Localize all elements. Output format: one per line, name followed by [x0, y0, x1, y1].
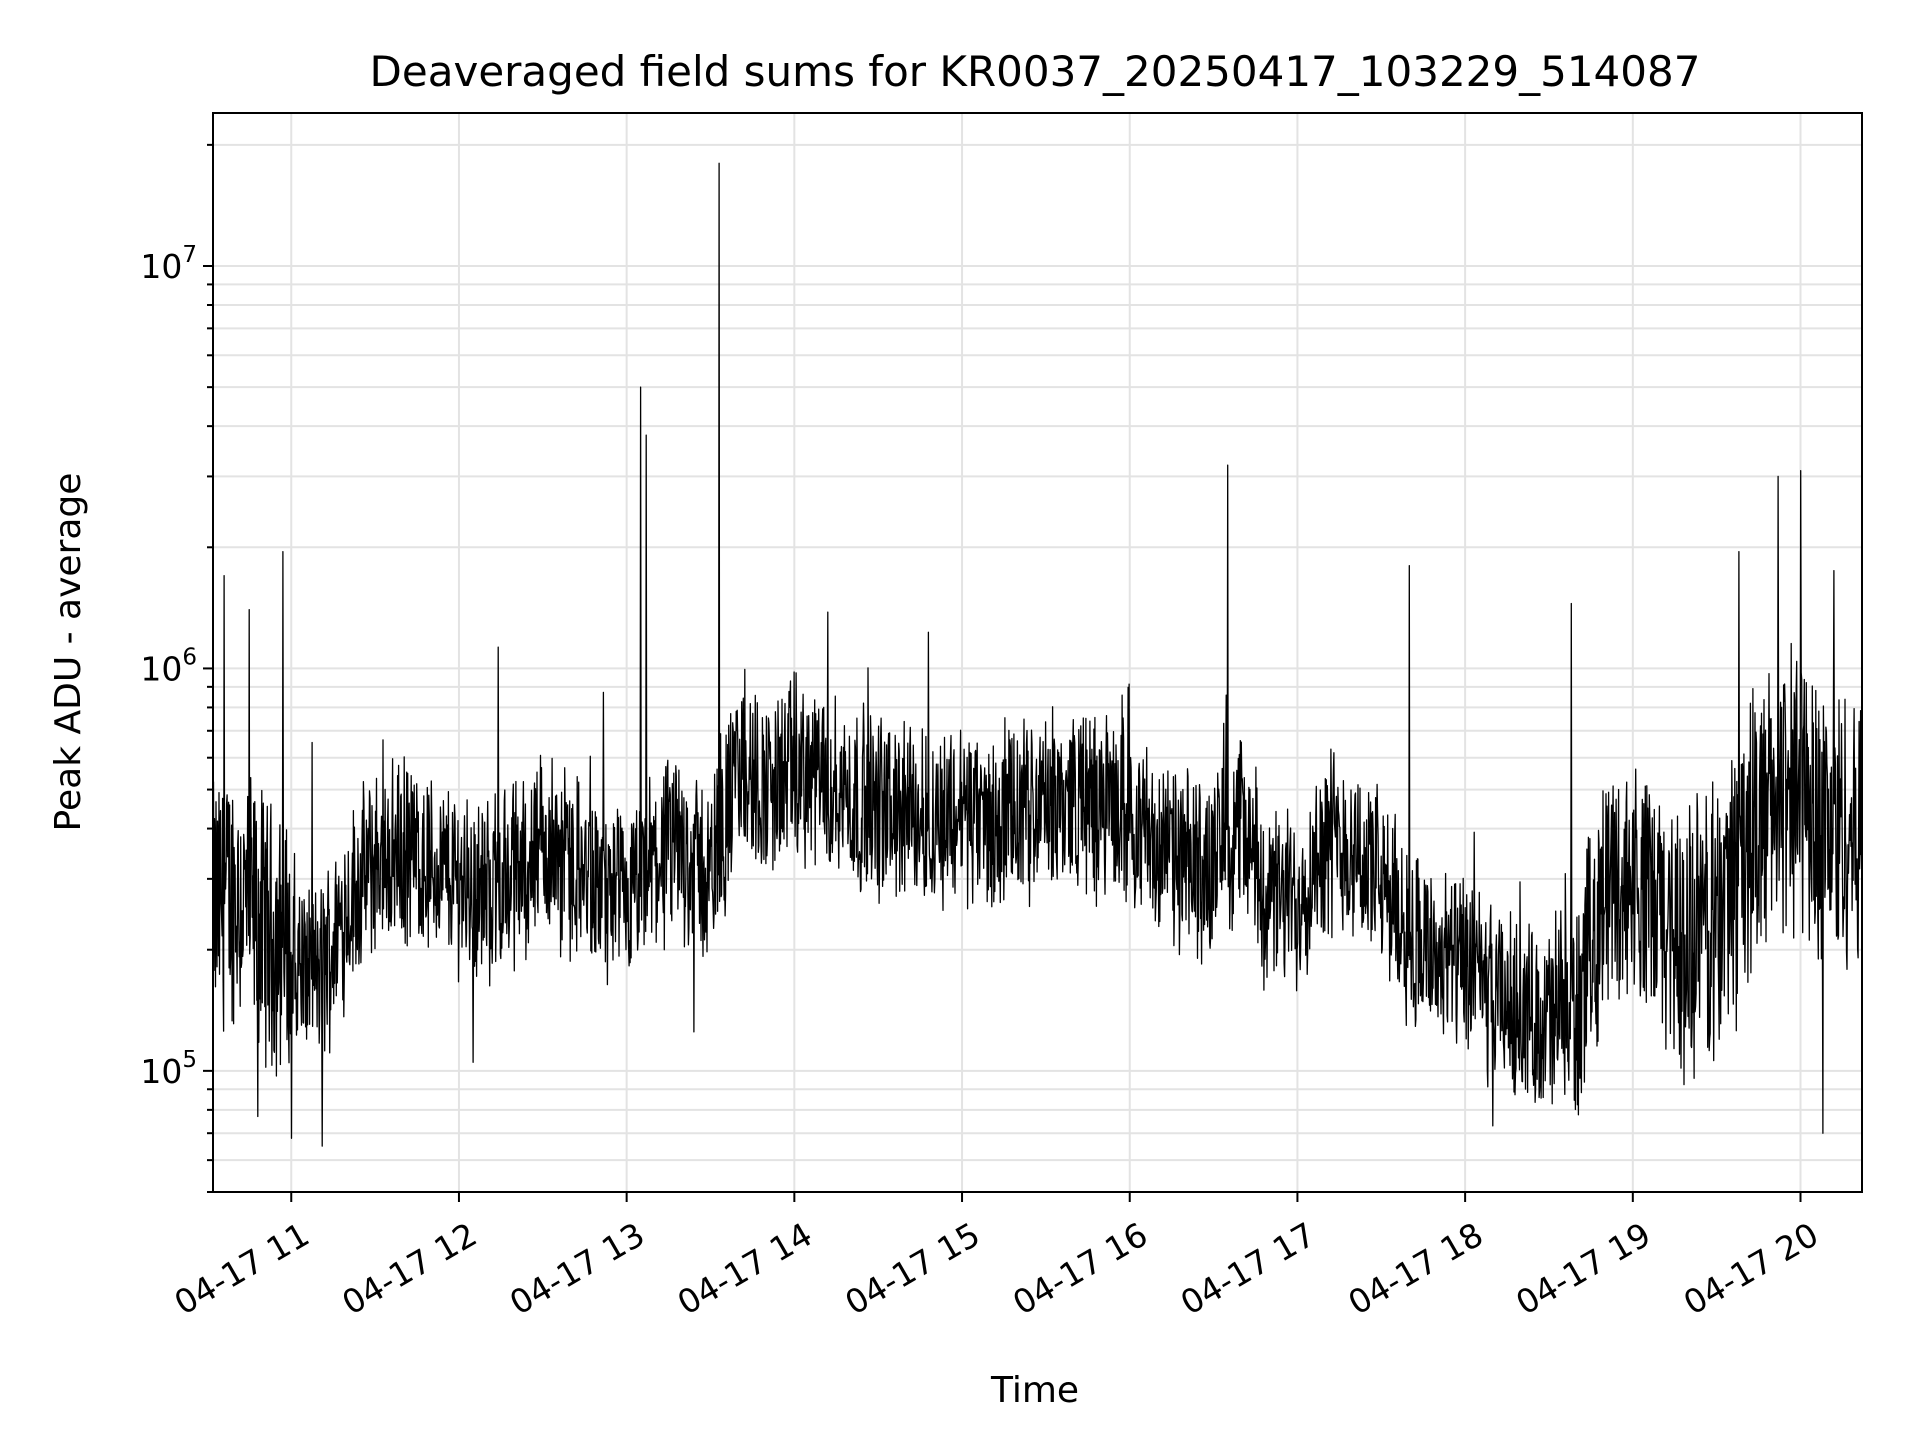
y-tick-label: 105 — [140, 1047, 197, 1091]
series-line — [212, 162, 1863, 1147]
y-tick-label: 106 — [140, 644, 197, 688]
x-axis-label: Time — [990, 1370, 1079, 1411]
plot-frame — [212, 112, 1863, 1193]
y-tick-label: 107 — [140, 242, 197, 286]
series-layer — [212, 162, 1863, 1147]
y-axis-label: Peak ADU - average — [48, 473, 89, 832]
y-axis-ticks: 105 106 107 — [140, 143, 213, 1193]
chart-title: Deaveraged field sums for KR0037_2025041… — [370, 47, 1701, 96]
